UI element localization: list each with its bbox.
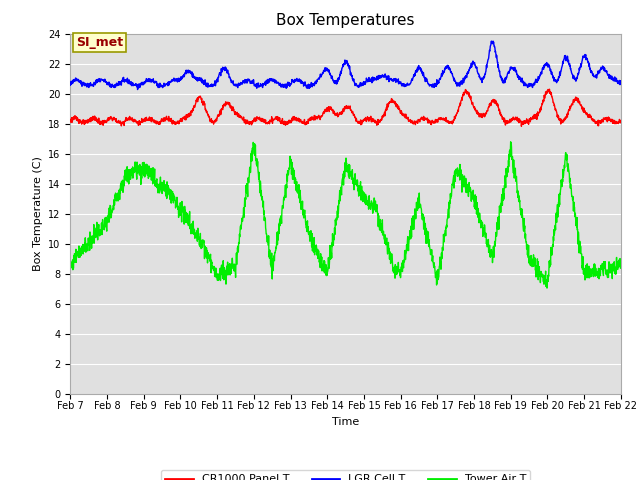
CR1000 Panel T xyxy=(601,116,609,121)
CR1000 Panel T xyxy=(518,123,525,129)
Title: Box Temperatures: Box Temperatures xyxy=(276,13,415,28)
Tower Air T xyxy=(601,259,609,264)
LGR Cell T xyxy=(320,68,328,73)
Legend: CR1000 Panel T, LGR Cell T, Tower Air T: CR1000 Panel T, LGR Cell T, Tower Air T xyxy=(161,470,531,480)
Tower Air T xyxy=(507,139,515,144)
Line: CR1000 Panel T: CR1000 Panel T xyxy=(70,89,621,126)
Line: Tower Air T: Tower Air T xyxy=(70,142,621,288)
Y-axis label: Box Temperature (C): Box Temperature (C) xyxy=(33,156,43,271)
Tower Air T xyxy=(334,203,342,209)
Tower Air T xyxy=(67,265,74,271)
LGR Cell T xyxy=(602,68,609,73)
CR1000 Panel T xyxy=(602,116,609,121)
LGR Cell T xyxy=(67,83,74,88)
Tower Air T xyxy=(617,262,625,268)
LGR Cell T xyxy=(601,68,609,74)
Text: SI_met: SI_met xyxy=(76,36,123,49)
LGR Cell T xyxy=(617,81,625,86)
CR1000 Panel T xyxy=(546,86,554,92)
LGR Cell T xyxy=(95,78,102,84)
CR1000 Panel T xyxy=(319,109,327,115)
Tower Air T xyxy=(319,262,327,267)
Line: LGR Cell T: LGR Cell T xyxy=(70,41,621,90)
Tower Air T xyxy=(602,266,609,272)
LGR Cell T xyxy=(500,77,508,83)
LGR Cell T xyxy=(134,87,141,93)
CR1000 Panel T xyxy=(67,119,74,125)
Tower Air T xyxy=(500,196,508,202)
CR1000 Panel T xyxy=(334,112,342,118)
LGR Cell T xyxy=(335,76,342,82)
CR1000 Panel T xyxy=(500,117,508,123)
Tower Air T xyxy=(543,285,551,291)
CR1000 Panel T xyxy=(95,117,102,123)
LGR Cell T xyxy=(488,38,495,44)
X-axis label: Time: Time xyxy=(332,417,359,427)
CR1000 Panel T xyxy=(617,118,625,123)
Tower Air T xyxy=(95,224,102,230)
